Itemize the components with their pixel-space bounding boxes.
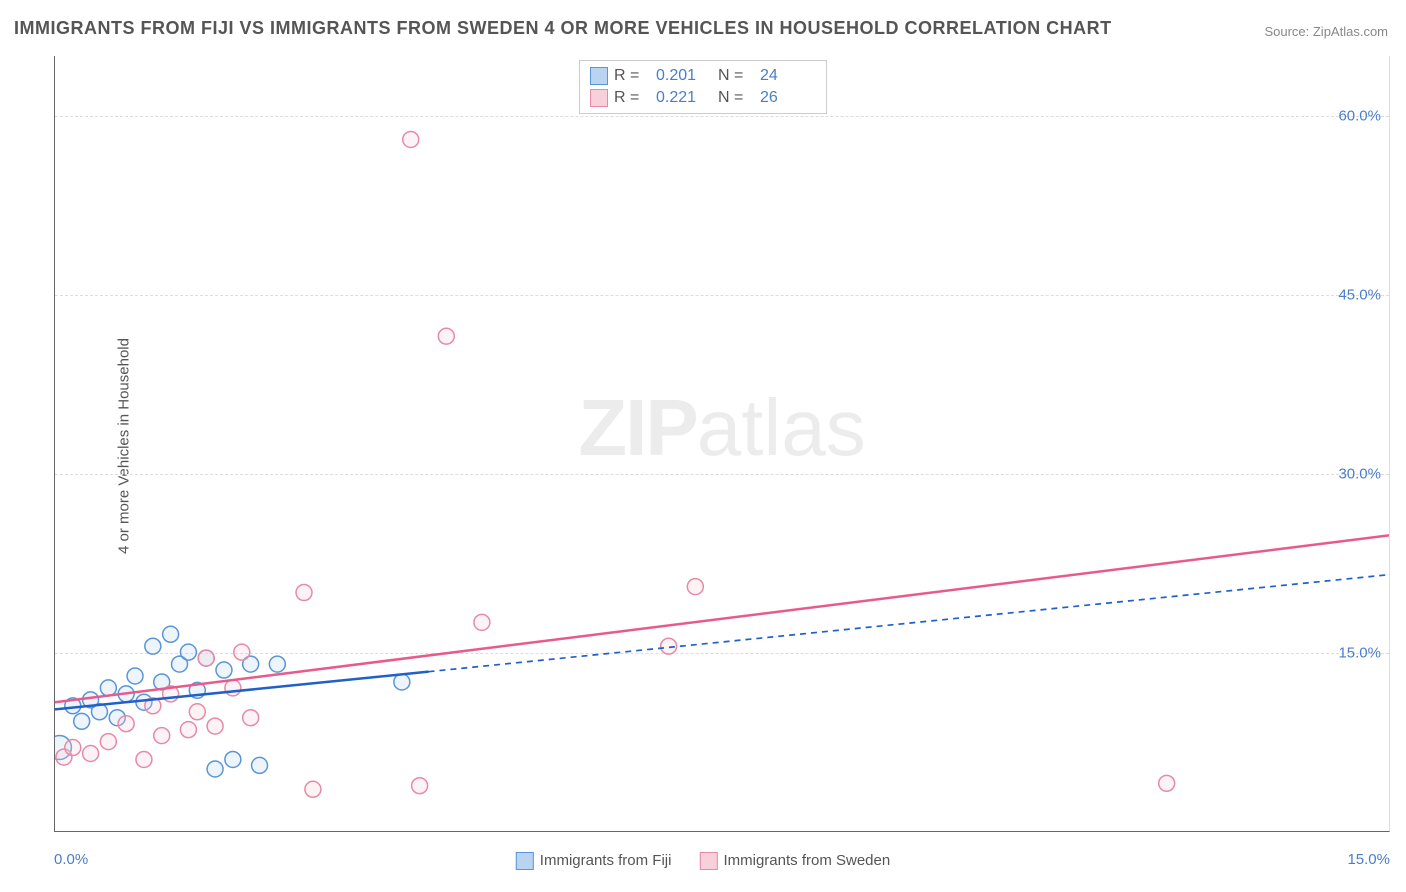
scatter-point bbox=[225, 680, 241, 696]
legend-swatch-icon bbox=[590, 89, 608, 107]
scatter-point bbox=[305, 781, 321, 797]
series-legend: Immigrants from Fiji Immigrants from Swed… bbox=[516, 852, 890, 870]
scatter-point bbox=[269, 656, 285, 672]
scatter-point bbox=[1159, 775, 1175, 791]
legend-label: Immigrants from Fiji bbox=[540, 852, 672, 869]
scatter-point bbox=[225, 751, 241, 767]
legend-r-label: R = bbox=[614, 67, 650, 85]
scatter-point bbox=[207, 718, 223, 734]
legend-item: Immigrants from Fiji bbox=[516, 852, 672, 870]
scatter-point bbox=[438, 328, 454, 344]
scatter-point bbox=[65, 740, 81, 756]
scatter-point bbox=[474, 614, 490, 630]
scatter-point bbox=[207, 761, 223, 777]
scatter-point bbox=[180, 722, 196, 738]
legend-n-value: 26 bbox=[760, 89, 816, 107]
scatter-point bbox=[100, 734, 116, 750]
scatter-point bbox=[100, 680, 116, 696]
scatter-point bbox=[74, 713, 90, 729]
legend-n-label: N = bbox=[718, 89, 754, 107]
x-tick-max: 15.0% bbox=[1347, 851, 1390, 868]
scatter-point bbox=[163, 626, 179, 642]
plot-area: ZIPatlas 15.0%30.0%45.0%60.0% bbox=[54, 56, 1390, 832]
source-attribution: Source: ZipAtlas.com bbox=[1264, 24, 1388, 39]
legend-swatch-icon bbox=[699, 852, 717, 870]
legend-n-label: N = bbox=[718, 67, 754, 85]
legend-swatch-icon bbox=[590, 67, 608, 85]
legend-n-value: 24 bbox=[760, 67, 816, 85]
scatter-point bbox=[83, 746, 99, 762]
scatter-point bbox=[687, 579, 703, 595]
scatter-point bbox=[136, 751, 152, 767]
legend-item: Immigrants from Sweden bbox=[699, 852, 890, 870]
scatter-point bbox=[412, 778, 428, 794]
scatter-point bbox=[403, 131, 419, 147]
scatter-point bbox=[198, 650, 214, 666]
legend-label: Immigrants from Sweden bbox=[723, 852, 890, 869]
scatter-point bbox=[394, 674, 410, 690]
legend-row: R = 0.221 N = 26 bbox=[590, 87, 816, 109]
scatter-point bbox=[180, 644, 196, 660]
chart-svg bbox=[55, 56, 1389, 831]
legend-swatch-icon bbox=[516, 852, 534, 870]
scatter-point bbox=[234, 644, 250, 660]
chart-title: IMMIGRANTS FROM FIJI VS IMMIGRANTS FROM … bbox=[14, 18, 1112, 39]
scatter-point bbox=[216, 662, 232, 678]
legend-r-value: 0.221 bbox=[656, 89, 712, 107]
scatter-point bbox=[145, 638, 161, 654]
scatter-point bbox=[154, 728, 170, 744]
scatter-point bbox=[252, 757, 268, 773]
scatter-point bbox=[296, 585, 312, 601]
x-tick-min: 0.0% bbox=[54, 851, 88, 868]
legend-r-label: R = bbox=[614, 89, 650, 107]
legend-r-value: 0.201 bbox=[656, 67, 712, 85]
correlation-legend: R = 0.201 N = 24 R = 0.221 N = 26 bbox=[579, 60, 827, 114]
scatter-point bbox=[243, 710, 259, 726]
trend-line bbox=[55, 535, 1389, 702]
trend-line-dashed bbox=[429, 575, 1389, 672]
scatter-point bbox=[189, 704, 205, 720]
scatter-point bbox=[118, 716, 134, 732]
scatter-point bbox=[127, 668, 143, 684]
legend-row: R = 0.201 N = 24 bbox=[590, 65, 816, 87]
